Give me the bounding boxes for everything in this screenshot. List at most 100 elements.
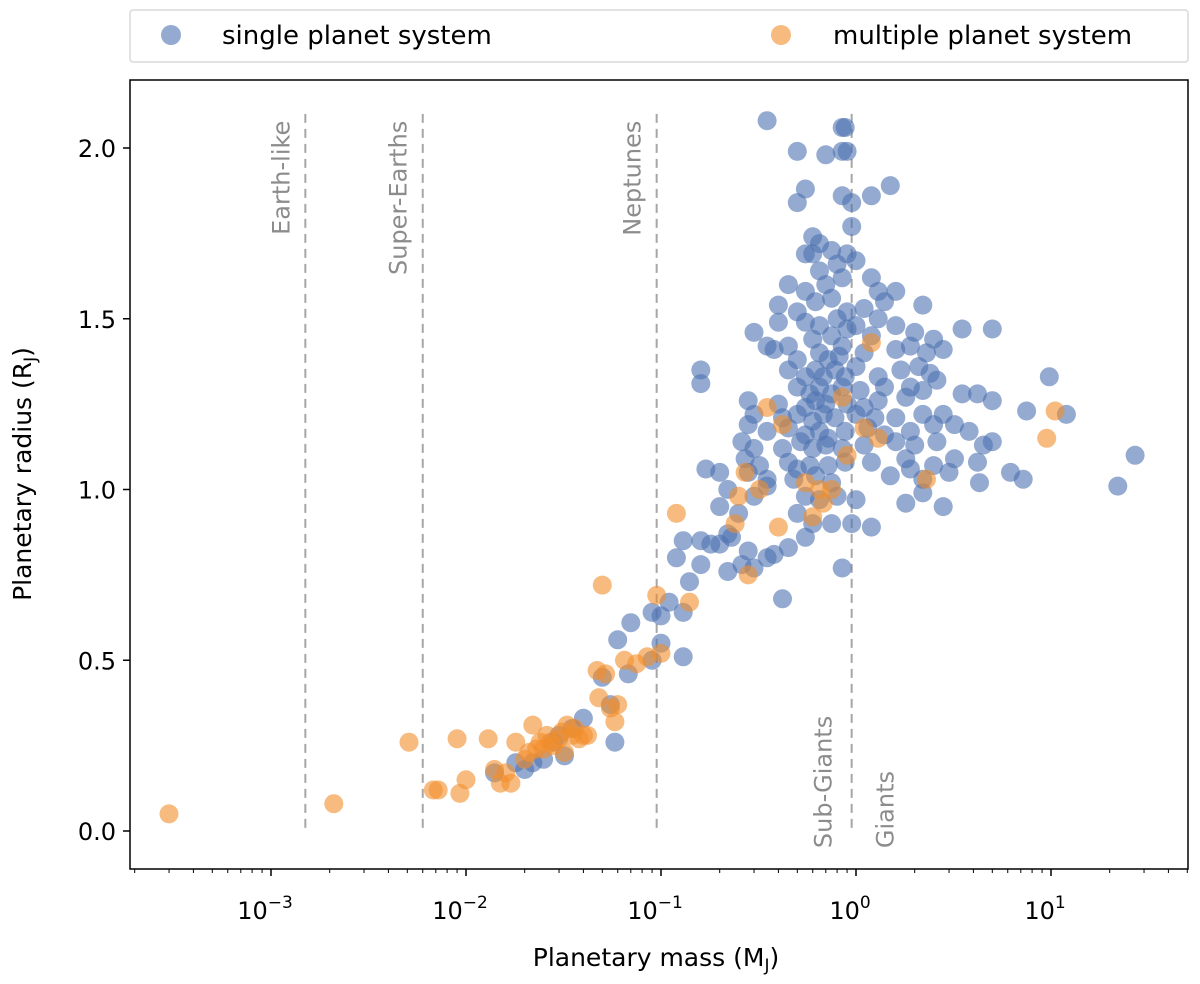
- single-point-191: [701, 534, 721, 554]
- multiple-point-45: [680, 592, 699, 612]
- x-tick-label-4: 101: [1024, 893, 1065, 925]
- single-point-205: [773, 589, 792, 609]
- x-tick-label-0: 10−3: [237, 893, 293, 925]
- single-point-141: [982, 432, 1002, 452]
- multiple-point-38: [608, 695, 628, 715]
- series-multiple-planet-system: [159, 333, 1065, 824]
- single-point-153: [968, 452, 987, 472]
- multiple-point-34: [592, 575, 612, 595]
- single-point-198: [666, 548, 686, 568]
- multiple-point-64: [917, 469, 936, 489]
- multiple-point-4: [428, 780, 448, 800]
- ref-label-1: Super-Earths: [385, 121, 413, 275]
- single-point-126: [924, 415, 944, 435]
- reference-lines: Earth-like Super-Earths Neptunes Sub-Giants…: [267, 113, 900, 848]
- single-point-102: [982, 391, 1002, 411]
- ref-label-0: Earth-like: [267, 121, 295, 235]
- single-point-169: [1108, 476, 1128, 496]
- single-point-45: [886, 316, 906, 336]
- x-axis-label-main: Planetary mass (M: [533, 943, 765, 972]
- legend-label-single: single planet system: [222, 21, 492, 51]
- x-tick-base: 10: [1024, 897, 1055, 925]
- ref-label-2: Neptunes: [619, 121, 647, 236]
- y-tick-label-4: 2.0: [78, 135, 116, 163]
- single-point-50: [778, 336, 798, 356]
- multiple-point-49: [738, 565, 758, 585]
- single-point-203: [680, 572, 699, 592]
- multiple-point-16: [523, 715, 543, 735]
- y-tick-label-2: 1.0: [78, 477, 116, 505]
- multiple-point-13: [506, 732, 526, 752]
- single-point-2: [835, 118, 855, 137]
- multiple-point-54: [795, 473, 815, 493]
- legend: single planet system multiple planet sys…: [129, 9, 1189, 63]
- single-point-64: [900, 336, 920, 356]
- x-tick-label-1: 10−2: [432, 893, 488, 925]
- multiple-point-2: [399, 732, 419, 752]
- single-point-137: [886, 432, 906, 452]
- single-point-196: [795, 527, 815, 547]
- single-point-80: [1039, 367, 1059, 387]
- multiple-point-44: [666, 503, 686, 523]
- single-point-134: [816, 435, 836, 455]
- multiple-point-62: [861, 333, 881, 353]
- single-point-209: [651, 606, 671, 626]
- single-point-25: [778, 275, 798, 295]
- single-point-105: [787, 404, 807, 424]
- single-point-10: [842, 193, 862, 213]
- multiple-point-42: [647, 585, 667, 605]
- x-tick-exp: 1: [1055, 893, 1066, 913]
- x-axis-label-sub: J: [763, 956, 769, 976]
- single-point-44: [868, 309, 888, 329]
- single-point-122: [835, 421, 855, 441]
- single-point-12: [787, 193, 807, 213]
- single-point-38: [768, 312, 788, 332]
- single-point-195: [778, 538, 798, 558]
- multiple-point-12: [501, 773, 521, 793]
- legend-marker-multiple: [771, 25, 791, 45]
- single-point-149: [861, 452, 881, 472]
- x-axis-label-close: ): [769, 943, 779, 972]
- x-tick-base: 10: [829, 897, 860, 925]
- x-tick-exp: −2: [463, 893, 488, 913]
- multiple-point-57: [813, 493, 833, 513]
- multiple-point-0: [159, 804, 179, 824]
- x-axis-ticks: 10−3 10−2 10−1 100 101: [134, 869, 1188, 925]
- single-point-68: [691, 374, 711, 394]
- single-point-20: [846, 251, 866, 271]
- multiple-point-7: [456, 770, 476, 790]
- single-point-211: [608, 630, 628, 650]
- multiple-point-31: [578, 725, 597, 745]
- single-point-48: [744, 322, 764, 342]
- single-point-100: [952, 384, 972, 404]
- single-point-86: [850, 381, 870, 400]
- ref-label-3: Sub-Giants: [810, 716, 838, 848]
- y-axis-label-sub: J: [21, 357, 41, 363]
- single-point-218: [605, 732, 625, 752]
- single-point-46: [952, 319, 972, 339]
- multiple-point-50: [750, 480, 769, 499]
- multiple-point-48: [735, 462, 755, 482]
- single-point-136: [854, 435, 874, 455]
- single-point-210: [621, 613, 641, 633]
- multiple-point-61: [854, 418, 874, 438]
- single-point-165: [939, 462, 959, 482]
- multiple-point-37: [605, 712, 625, 732]
- y-axis-label-close: ): [8, 347, 37, 357]
- ref-label-4: Giants: [872, 771, 900, 848]
- single-point-57: [764, 340, 784, 359]
- y-axis-ticks: 0.0 0.5 1.0 1.5 2.0: [78, 135, 130, 846]
- single-point-114: [1017, 401, 1037, 421]
- y-axis-label: Planetary radius (RJ): [8, 347, 41, 601]
- single-point-214: [673, 647, 693, 667]
- multiple-point-8: [478, 729, 498, 749]
- single-point-67: [691, 360, 711, 380]
- single-point-116: [738, 415, 758, 435]
- single-point-66: [933, 340, 953, 359]
- single-point-3: [787, 141, 807, 161]
- y-tick-label-3: 1.5: [78, 306, 116, 334]
- single-point-128: [959, 421, 979, 441]
- single-point-43: [846, 316, 866, 336]
- single-point-179: [933, 497, 953, 517]
